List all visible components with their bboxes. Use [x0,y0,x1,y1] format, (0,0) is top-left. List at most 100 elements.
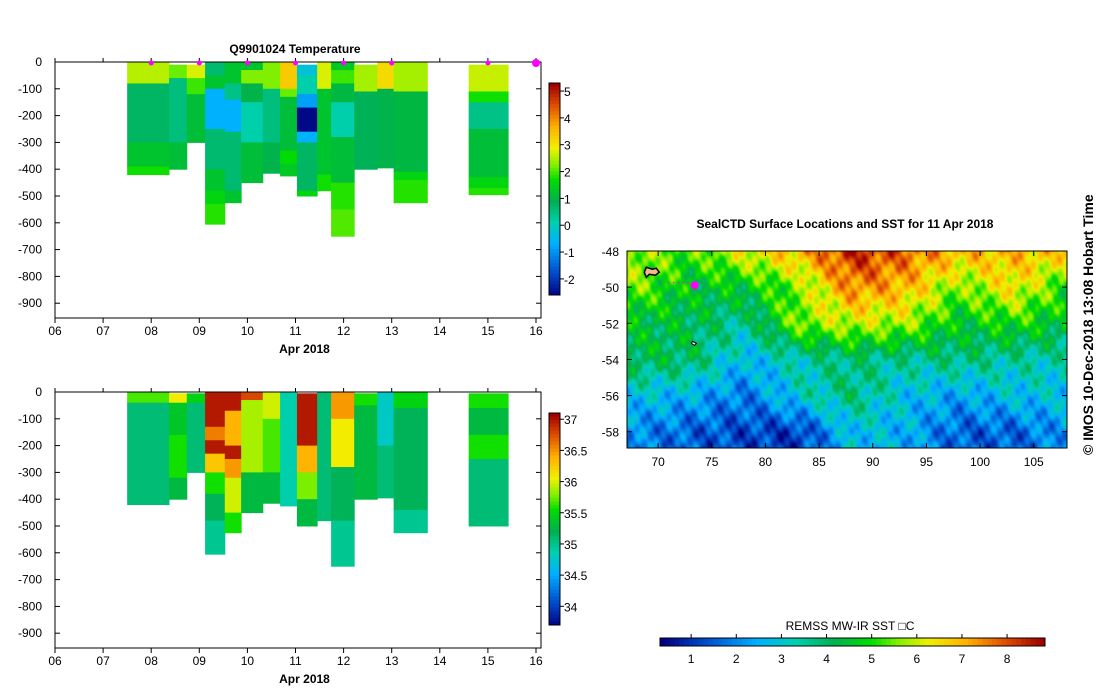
sst-colorbar-segment [717,638,724,646]
sst-colorbar-segment [780,638,786,646]
profile-cell [186,78,206,95]
sst-colorbar-segment [934,638,940,646]
colorbar: 37 36.5 36 35.5 35 34.5 34 [548,412,588,626]
surface-marker [148,60,154,66]
colorbar-segment [549,582,560,587]
colorbar-segment [549,536,560,541]
lon-tick-label: 100 [970,455,990,469]
y-tick-label: -200 [18,439,42,453]
x-tick-label: 09 [193,654,207,668]
colorbar-segment [549,104,560,109]
sst-colorbar-segment [693,638,699,646]
lon-tick-label: 85 [812,455,826,469]
colorbar-segment [549,466,560,471]
profile-cell [393,62,428,92]
y-tick-label: -700 [18,243,42,257]
profile-cell [205,493,226,522]
colorbar-segment [549,178,560,183]
profile-cell [127,62,170,84]
colorbar-segment [549,593,560,598]
profile-cell [186,393,206,404]
sst-colorbar-segment [688,638,695,646]
profile-cell [296,393,318,447]
colorbar-tick-label: 34.5 [564,569,588,583]
lon-tick-label: 90 [866,455,880,469]
colorbar-segment [549,266,560,271]
track-dot [677,281,680,284]
profile-cell [331,62,355,71]
profile-cell [205,472,226,495]
sst-colorbar-segment [1006,638,1012,646]
profile-cell [205,169,226,192]
sst-colorbar-segment [679,638,685,646]
colorbar-segment [549,111,560,116]
profile-cell [331,182,355,210]
sst-colorbar-segment [741,638,748,646]
x-tick-label: 08 [145,654,159,668]
colorbar-segment [549,238,560,243]
colorbar-tick-label: 35.5 [564,507,588,521]
profile-cell [205,88,226,130]
sst-colorbar-segment [712,638,719,646]
colorbar-segment [549,540,560,545]
sst-colorbar-segment [905,638,911,646]
sst-colorbar-segment [809,638,815,646]
profile-cell [241,400,264,473]
sst-colorbar-segment [1001,638,1007,646]
sst-colorbar-segment [664,638,671,646]
colorbar-segment [549,206,560,211]
colorbar-segment [549,213,560,218]
sst-map [627,251,1067,448]
surface-marker [293,60,298,66]
sst-colorbar-segment [939,638,945,646]
colorbar-segment [549,610,560,615]
profile-cell [262,418,281,473]
sst-colorbar-segment [915,638,921,646]
profile-cell [205,75,226,90]
profile-cell [468,129,509,178]
sst-colorbar-segment [871,638,878,646]
profile-cell [205,62,226,76]
colorbar-segment [549,107,560,112]
lat-tick-label: -48 [602,245,620,259]
sst-colorbar-segment [992,638,998,646]
y-tick-label: -300 [18,465,42,479]
colorbar-segment [549,259,560,264]
x-tick-label: 16 [529,324,543,338]
profile-cell [393,91,428,173]
seal-location-marker [690,281,699,290]
colorbar-segment [549,164,560,169]
sst-colorbar-segment [814,638,820,646]
profile-cell [168,393,188,404]
y-tick-label: -400 [18,492,42,506]
profile-cell [224,190,242,204]
x-tick-label: 11 [289,324,302,338]
profile-cell [205,190,226,205]
profile-cell [393,408,428,511]
colorbar-segment [549,121,560,126]
colorbar-segment [549,249,560,254]
colorbar-segment [549,132,560,137]
sst-colorbar-segment [1025,638,1032,646]
profile-cell [241,83,264,103]
profile-cell [331,209,355,237]
colorbar-tick-label: 35 [564,538,578,552]
profile-cell [168,477,188,500]
profile-cell [393,179,428,204]
colorbar-segment [549,568,560,573]
profile-cell [377,88,395,169]
profile-cell [468,91,509,103]
colorbar-segment [549,579,560,584]
x-tick-label: 10 [241,324,255,338]
colorbar-segment [549,143,560,148]
sst-colorbar-segment [1035,638,1041,646]
sst-colorbar-segment [761,638,767,646]
sst-colorbar-segment [963,638,969,646]
x-axis-label: Apr 2018 [279,672,330,686]
colorbar-segment [549,462,560,467]
surface-marker [532,59,540,67]
profile-cell [468,177,509,189]
colorbar-segment [549,480,560,485]
profile-cell [168,64,188,79]
